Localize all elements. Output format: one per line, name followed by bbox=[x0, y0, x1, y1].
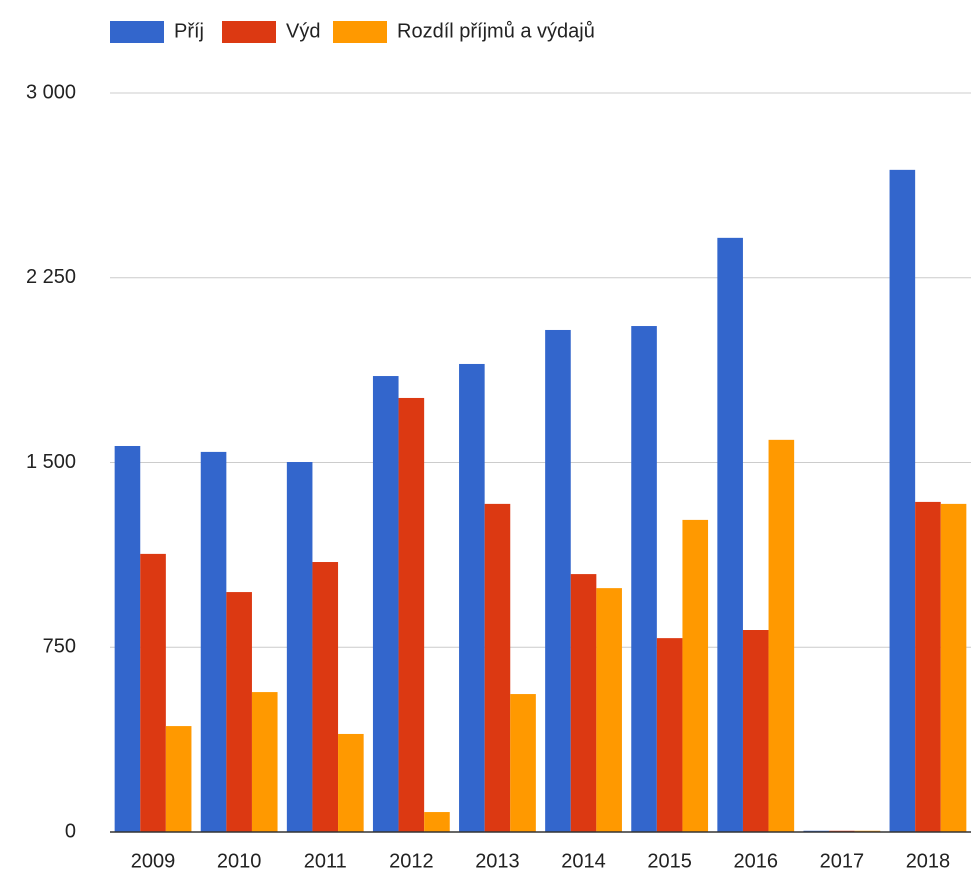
y-tick-label: 2 250 bbox=[26, 266, 76, 288]
y-tick-label: 1 500 bbox=[26, 451, 76, 473]
bar bbox=[200, 451, 227, 832]
legend-swatch bbox=[333, 21, 387, 43]
bar bbox=[682, 519, 709, 832]
legend-swatch bbox=[110, 21, 164, 43]
bar bbox=[768, 439, 795, 832]
x-tick-label: 2009 bbox=[131, 850, 176, 872]
bar bbox=[570, 574, 597, 832]
bar bbox=[459, 363, 485, 832]
bar bbox=[889, 169, 916, 832]
bar bbox=[114, 445, 141, 832]
bar bbox=[165, 726, 192, 832]
bar bbox=[656, 638, 683, 832]
bar bbox=[545, 329, 571, 832]
x-tick-label: 2015 bbox=[647, 850, 692, 872]
x-tick-label: 2010 bbox=[217, 850, 262, 872]
bar bbox=[631, 326, 657, 832]
bar bbox=[915, 501, 941, 832]
y-tick-label: 3 000 bbox=[26, 81, 76, 103]
x-tick-label: 2013 bbox=[475, 850, 520, 872]
bar bbox=[742, 630, 769, 832]
bar bbox=[484, 503, 511, 832]
bar bbox=[510, 694, 536, 832]
bar bbox=[140, 553, 166, 832]
y-tick-label: 0 bbox=[65, 820, 76, 842]
bar bbox=[251, 692, 278, 832]
bar bbox=[312, 562, 339, 832]
legend-label: Příj bbox=[174, 20, 204, 42]
x-tick-label: 2016 bbox=[734, 850, 779, 872]
y-tick-label: 750 bbox=[43, 636, 76, 658]
bar bbox=[226, 592, 252, 832]
x-tick-label: 2018 bbox=[906, 850, 951, 872]
bar bbox=[596, 588, 622, 832]
x-tick-label: 2012 bbox=[389, 850, 434, 872]
legend-label: Výd bbox=[286, 20, 320, 42]
x-tick-label: 2011 bbox=[304, 850, 347, 872]
bar bbox=[940, 503, 967, 832]
bar bbox=[338, 733, 364, 832]
x-tick-label: 2017 bbox=[820, 850, 865, 872]
legend-label: Rozdíl příjmů a výdajů bbox=[397, 20, 595, 42]
bar bbox=[717, 237, 743, 832]
bar bbox=[286, 462, 313, 832]
bar bbox=[372, 376, 399, 832]
x-tick-label: 2014 bbox=[561, 850, 606, 872]
bar bbox=[398, 397, 425, 832]
bar bbox=[424, 812, 450, 832]
legend-swatch bbox=[222, 21, 276, 43]
